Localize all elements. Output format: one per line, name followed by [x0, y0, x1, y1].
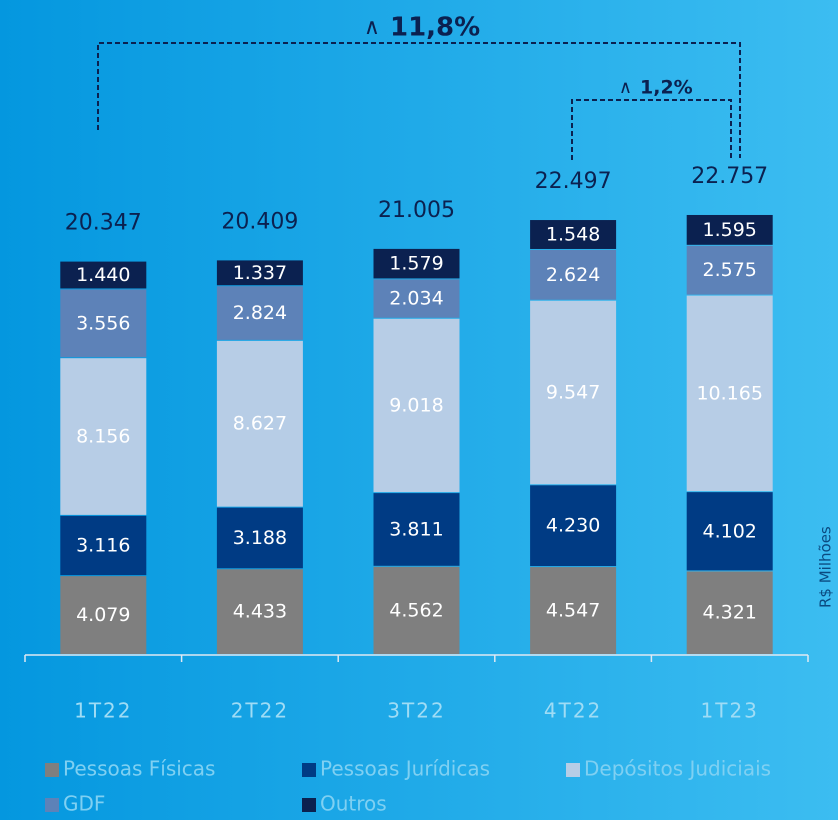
data-label: 3.116 [76, 535, 130, 557]
x-tick-label: 4T22 [544, 699, 602, 723]
bar-segment [60, 358, 147, 515]
data-label: 3.811 [389, 518, 443, 540]
legend-label: Pessoas Físicas [63, 757, 215, 781]
bar-segment [530, 485, 617, 567]
bar-segment [373, 248, 460, 279]
annotation: 1,2% [640, 77, 693, 99]
x-tick-label: 1T23 [701, 699, 759, 723]
data-label: 4.102 [702, 520, 756, 542]
bracket-large [97, 42, 741, 158]
bar-segment [373, 493, 460, 566]
legend-swatch [566, 763, 580, 777]
data-label: 2.624 [546, 264, 600, 286]
total-label: 22.757 [691, 164, 768, 189]
legend-swatch [45, 798, 59, 812]
brackets [97, 42, 741, 160]
data-label: 10.165 [696, 382, 762, 404]
bar-segment [686, 492, 773, 571]
x-tick-label: 3T22 [387, 699, 445, 723]
bar-segment [373, 566, 460, 654]
legend-swatch [302, 763, 316, 777]
legend-swatch [302, 798, 316, 812]
annotation: 11,8% [390, 13, 480, 43]
bar-segment [60, 576, 147, 654]
data-label: 2.575 [702, 259, 756, 281]
data-label: 2.824 [233, 302, 287, 324]
data-label: 1.595 [702, 219, 756, 241]
total-label: 20.409 [221, 209, 298, 234]
total-label: 22.497 [535, 169, 612, 194]
bracket-small [571, 99, 732, 160]
bar-segment [686, 214, 773, 245]
legend-label: Depósitos Judiciais [584, 757, 771, 781]
y-axis-label: R$ Milhões [817, 526, 835, 608]
data-label: 3.188 [233, 527, 287, 549]
data-label: 1.548 [546, 224, 600, 246]
legend-label: Pessoas Jurídicas [320, 757, 490, 781]
annotation-symbol: ∧ [619, 77, 632, 98]
bar-segment [530, 249, 617, 300]
bar-segment [530, 300, 617, 485]
data-label: 1.440 [76, 264, 130, 286]
bar-segment [686, 295, 773, 492]
bar-segment [686, 245, 773, 295]
data-label: 4.079 [76, 604, 130, 626]
annotation-symbol: ∧ [364, 15, 380, 40]
data-label: 4.433 [233, 601, 287, 623]
legend-label: Outros [320, 792, 387, 816]
data-label: 4.321 [702, 602, 756, 624]
bar-segment [216, 507, 303, 569]
data-label: 4.230 [546, 515, 600, 537]
bar-segment [60, 261, 147, 289]
bar-segment [216, 569, 303, 654]
bar-segment [60, 289, 147, 358]
bar-segment [60, 515, 147, 576]
bar-segment [216, 260, 303, 286]
data-label: 9.547 [546, 382, 600, 404]
bar-segment [216, 340, 303, 507]
data-label: 1.579 [389, 253, 443, 275]
bar-segment [373, 279, 460, 318]
x-tick-label: 1T22 [74, 699, 132, 723]
data-label: 1.337 [233, 262, 287, 284]
bar-segment [216, 286, 303, 340]
data-label: 3.556 [76, 312, 130, 334]
bar-segment [530, 567, 617, 654]
legend-label: GDF [63, 792, 105, 816]
bar-segment [530, 220, 617, 249]
data-label: 8.627 [233, 413, 287, 435]
bar-segment [373, 318, 460, 493]
data-label: 4.562 [389, 599, 443, 621]
total-label: 20.347 [65, 211, 142, 236]
data-label: 9.018 [389, 394, 443, 416]
data-label: 2.034 [389, 288, 443, 310]
data-label: 4.547 [546, 600, 600, 622]
x-tick-label: 2T22 [231, 699, 289, 723]
bar-segment [686, 571, 773, 654]
data-label: 8.156 [76, 426, 130, 448]
total-label: 21.005 [378, 198, 455, 223]
legend-swatch [45, 763, 59, 777]
